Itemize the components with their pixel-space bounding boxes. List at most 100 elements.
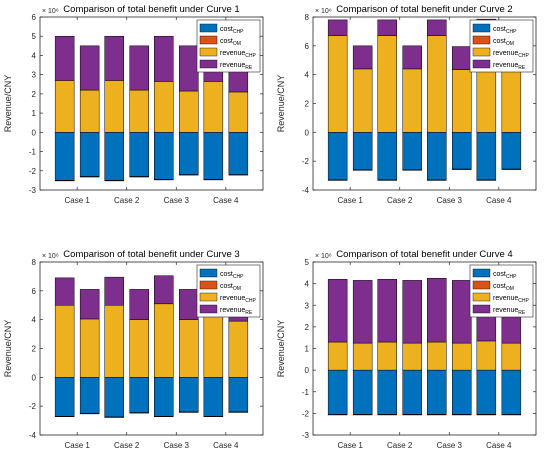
legend-label: revenueRE (220, 307, 253, 316)
bar-segment-cost-chp (327, 369, 348, 415)
legend-label: costCHP (493, 271, 517, 280)
y-tick-label: -2 (29, 402, 37, 411)
bar-segment-cost-chp (452, 132, 472, 170)
bar-segment-cost-chp (54, 132, 75, 181)
legend-swatch (472, 292, 491, 302)
legend-swatch (472, 23, 491, 33)
legend-label-subscript: CHP (245, 298, 256, 304)
bar-segment-cost-chp (352, 369, 373, 415)
legend-label-subscript: OM (506, 286, 514, 292)
bar-segment-revenue-chp (377, 341, 397, 371)
bar-segment-revenue-chp (352, 342, 373, 371)
bar-segment-revenue-re (427, 277, 447, 343)
y-axis-label: Revenue/CNY (276, 320, 286, 378)
bar-segment-cost-om (476, 179, 497, 181)
y-tick-label: 5 (32, 32, 37, 41)
bar-segment-cost-chp (154, 377, 174, 417)
bar-segment-revenue-re (129, 289, 149, 320)
bar-segment-cost-om (377, 414, 397, 416)
legend-label: revenueRE (493, 307, 526, 316)
bar-segment-revenue-chp (203, 81, 224, 133)
bar-stack-4 (402, 280, 422, 416)
bar-segment-revenue-re (377, 19, 397, 36)
bar-segment-cost-chp (79, 377, 100, 414)
y-axis-exponent: × 10⁶ (315, 253, 332, 260)
y-tick-label: 1 (32, 109, 37, 118)
legend-label-subscript: RE (245, 310, 253, 316)
bar-segment-revenue-chp (79, 318, 100, 378)
bar-segment-cost-om (154, 179, 174, 181)
bar-stack-4 (129, 45, 149, 178)
legend-label: revenueRE (220, 62, 253, 71)
bar-segment-cost-chp (377, 369, 397, 415)
bar-segment-cost-om (402, 414, 422, 416)
bar-segment-revenue-chp (154, 81, 174, 133)
bar-segment-revenue-chp (352, 68, 373, 133)
bar-segment-revenue-re (352, 280, 373, 344)
legend-label-subscript: CHP (506, 274, 517, 280)
bar-segment-revenue-chp (377, 35, 397, 133)
bar-segment-revenue-re (402, 45, 422, 70)
y-tick-label: 2 (32, 90, 37, 99)
y-tick-label: 2 (305, 323, 310, 332)
legend-label-subscript: OM (233, 286, 241, 292)
legend-label-subscript: RE (245, 65, 253, 71)
y-axis-label: Revenue/CNY (276, 75, 286, 133)
bar-segment-revenue-chp (402, 68, 422, 133)
bar-segment-revenue-chp (427, 35, 447, 133)
bar-stack-5 (154, 275, 174, 418)
x-tick-label: Case 1 (337, 196, 363, 205)
bar-segment-cost-chp (203, 377, 224, 417)
chart-panel-3: Comparison of total benefit under Curve … (3, 249, 264, 450)
y-tick-label: 8 (305, 13, 310, 22)
y-tick-label: 4 (305, 71, 310, 80)
bar-segment-revenue-re (54, 277, 75, 306)
bar-stack-1 (54, 35, 75, 182)
bar-stack-2 (352, 45, 373, 171)
legend-swatch (199, 304, 218, 314)
legend-label: costCHP (220, 26, 244, 35)
bar-segment-revenue-chp (402, 342, 422, 371)
legend-label: costCHP (493, 26, 517, 35)
bar-segment-revenue-re (54, 35, 75, 81)
bar-stack-5 (427, 277, 447, 416)
chart-panel-1: Comparison of total benefit under Curve … (3, 4, 264, 205)
y-axis-label: Revenue/CNY (3, 320, 13, 378)
bar-segment-cost-chp (377, 132, 397, 181)
bar-stack-2 (79, 45, 100, 178)
x-tick-label: Case 3 (437, 441, 463, 450)
y-tick-label: 6 (32, 287, 37, 296)
bar-segment-revenue-chp (79, 89, 100, 133)
bar-segment-revenue-chp (104, 80, 124, 133)
legend-label: costOM (220, 38, 241, 47)
bar-segment-cost-om (79, 176, 100, 178)
legend-label-subscript: RE (518, 310, 526, 316)
bar-segment-cost-om (476, 414, 497, 416)
bar-segment-revenue-re (154, 275, 174, 305)
legend-label-subscript: CHP (245, 53, 256, 59)
bar-segment-cost-chp (129, 132, 149, 177)
bar-segment-cost-om (154, 416, 174, 418)
y-tick-label: 3 (32, 71, 37, 80)
bar-segment-cost-om (104, 416, 124, 418)
chart-title: Comparison of total benefit under Curve … (63, 4, 239, 15)
bar-segment-revenue-re (179, 45, 199, 92)
bar-segment-cost-om (54, 180, 75, 182)
x-tick-label: Case 2 (114, 196, 140, 205)
legend-swatch (199, 292, 218, 302)
bar-segment-cost-chp (501, 132, 522, 170)
bar-segment-revenue-chp (54, 305, 75, 378)
bar-segment-revenue-chp (129, 319, 149, 378)
legend-label: revenueCHP (493, 295, 530, 304)
bar-segment-cost-chp (104, 132, 124, 181)
legend-label: costOM (220, 283, 241, 292)
x-tick-label: Case 2 (387, 441, 413, 450)
legend-label-subscript: CHP (518, 53, 529, 59)
bar-segment-cost-om (377, 179, 397, 181)
bar-segment-revenue-chp (54, 80, 75, 133)
bar-stack-1 (54, 277, 75, 418)
legend-swatch (199, 35, 218, 45)
